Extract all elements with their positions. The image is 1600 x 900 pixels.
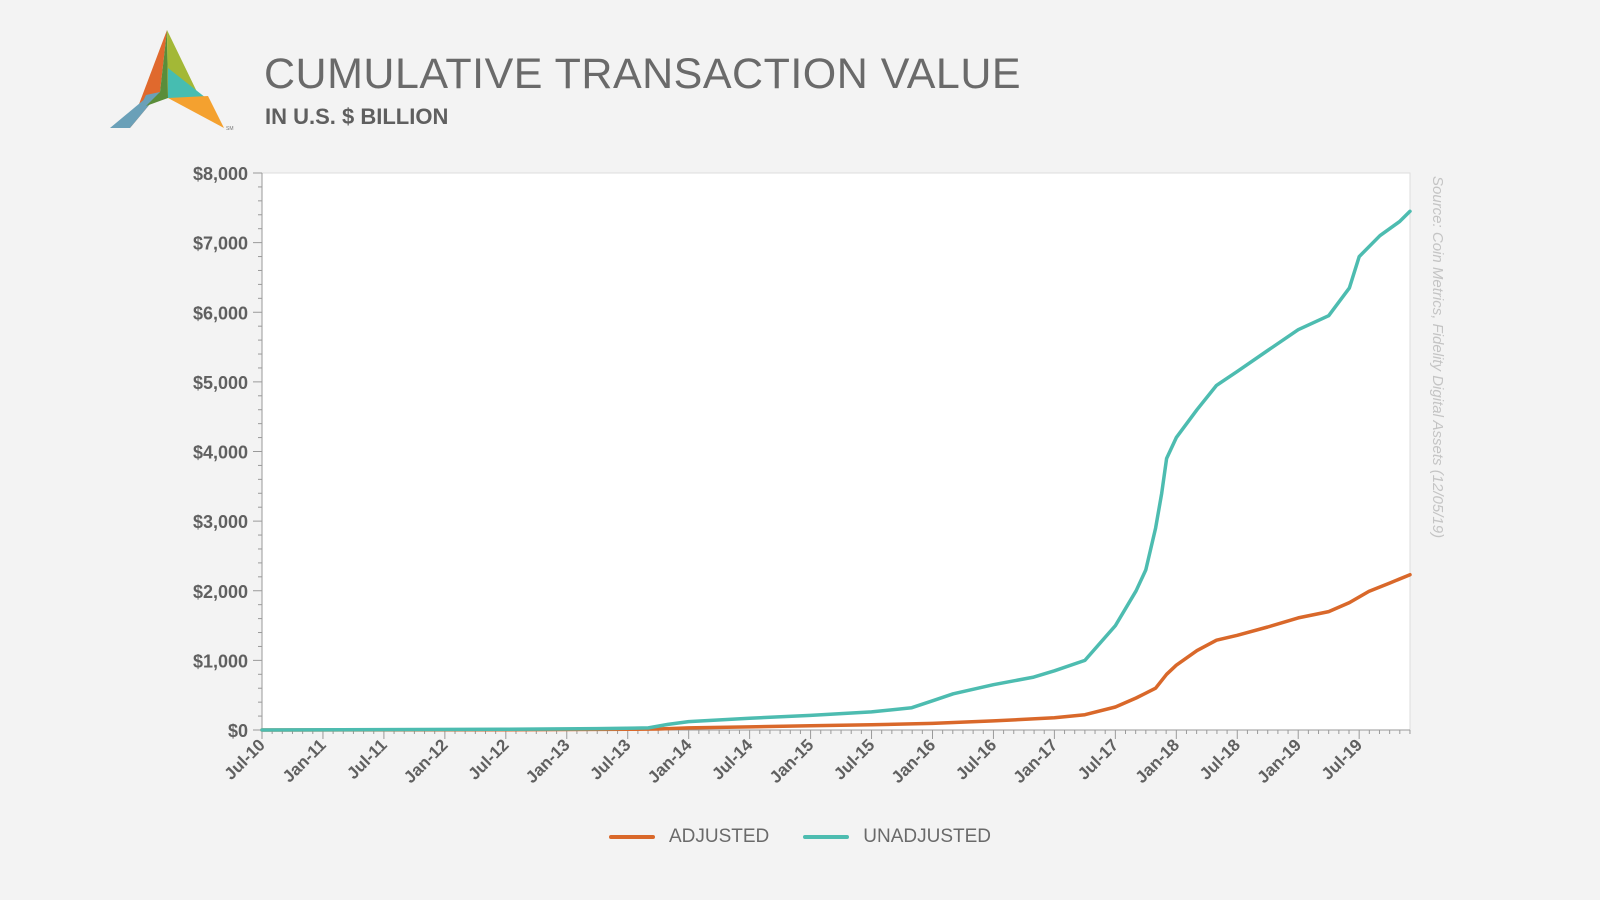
x-tick-label: Jul-11	[343, 735, 391, 783]
y-tick-label: $4,000	[193, 443, 248, 463]
logo-facet-amber	[168, 96, 224, 128]
chart-subtitle: IN U.S. $ BILLION	[265, 104, 449, 129]
x-tick-label: Jul-18	[1196, 735, 1244, 783]
logo-facet-blue-low	[110, 98, 146, 128]
legend-item-adjusted: ADJUSTED	[608, 826, 770, 848]
legend-item-unadjusted: UNADJUSTED	[803, 826, 991, 848]
plot-area	[261, 172, 1411, 731]
x-tick-label: Jan-11	[279, 735, 330, 786]
y-tick-label: $1,000	[193, 651, 248, 671]
x-tick-label: Jul-15	[830, 735, 878, 783]
x-tick-label: Jan-19	[1254, 735, 1306, 787]
x-tick-label: Jul-14	[708, 735, 757, 784]
x-tick-label: Jul-17	[1074, 735, 1122, 783]
legend-label-unadjusted: UNADJUSTED	[863, 826, 992, 847]
logo-service-mark: SM	[226, 126, 234, 132]
x-tick-label: Jan-17	[1010, 735, 1062, 787]
x-tick-label: Jan-14	[644, 735, 696, 787]
x-tick-label: Jul-13	[586, 735, 634, 783]
y-tick-label: $2,000	[193, 582, 248, 602]
x-tick-label: Jul-12	[464, 735, 512, 783]
x-tick-label: Jul-19	[1318, 735, 1366, 783]
chart-title: CUMULATIVE TRANSACTION VALUE	[264, 50, 1022, 98]
y-tick-label: $6,000	[193, 303, 248, 323]
x-tick-label: Jan-16	[888, 735, 940, 787]
legend-swatch-adjusted	[608, 835, 655, 839]
chart-legend: ADJUSTED UNADJUSTED	[0, 826, 1600, 848]
y-tick-label: $7,000	[193, 234, 248, 254]
y-tick-label: $3,000	[193, 512, 248, 532]
logo-facet-teal	[168, 68, 206, 98]
x-tick-label: Jan-12	[400, 735, 452, 787]
source-text: Source: Coin Metrics, Fidelity Digital A…	[1429, 176, 1446, 539]
source-note: Source: Coin Metrics, Fidelity Digital A…	[1422, 176, 1446, 616]
series-line-unadjusted	[260, 209, 1412, 732]
x-tick-label: Jul-16	[952, 735, 1000, 783]
logo-facet-dark-green	[146, 30, 168, 106]
legend-label-adjusted: ADJUSTED	[668, 826, 770, 847]
x-tick-label: Jan-15	[766, 735, 818, 787]
legend-swatch-unadjusted	[803, 835, 850, 839]
x-tick-label: Jan-13	[522, 735, 574, 787]
series-line-adjusted	[260, 572, 1412, 732]
y-tick-label: $8,000	[193, 164, 248, 184]
y-tick-label: $5,000	[193, 373, 248, 393]
x-tick-label: Jan-18	[1132, 735, 1184, 787]
logo-facet-orange-red	[130, 30, 167, 128]
x-tick-label: Jul-10	[221, 735, 269, 783]
y-tick-label: $0	[228, 721, 248, 741]
fidelity-logo: SM	[110, 30, 234, 132]
